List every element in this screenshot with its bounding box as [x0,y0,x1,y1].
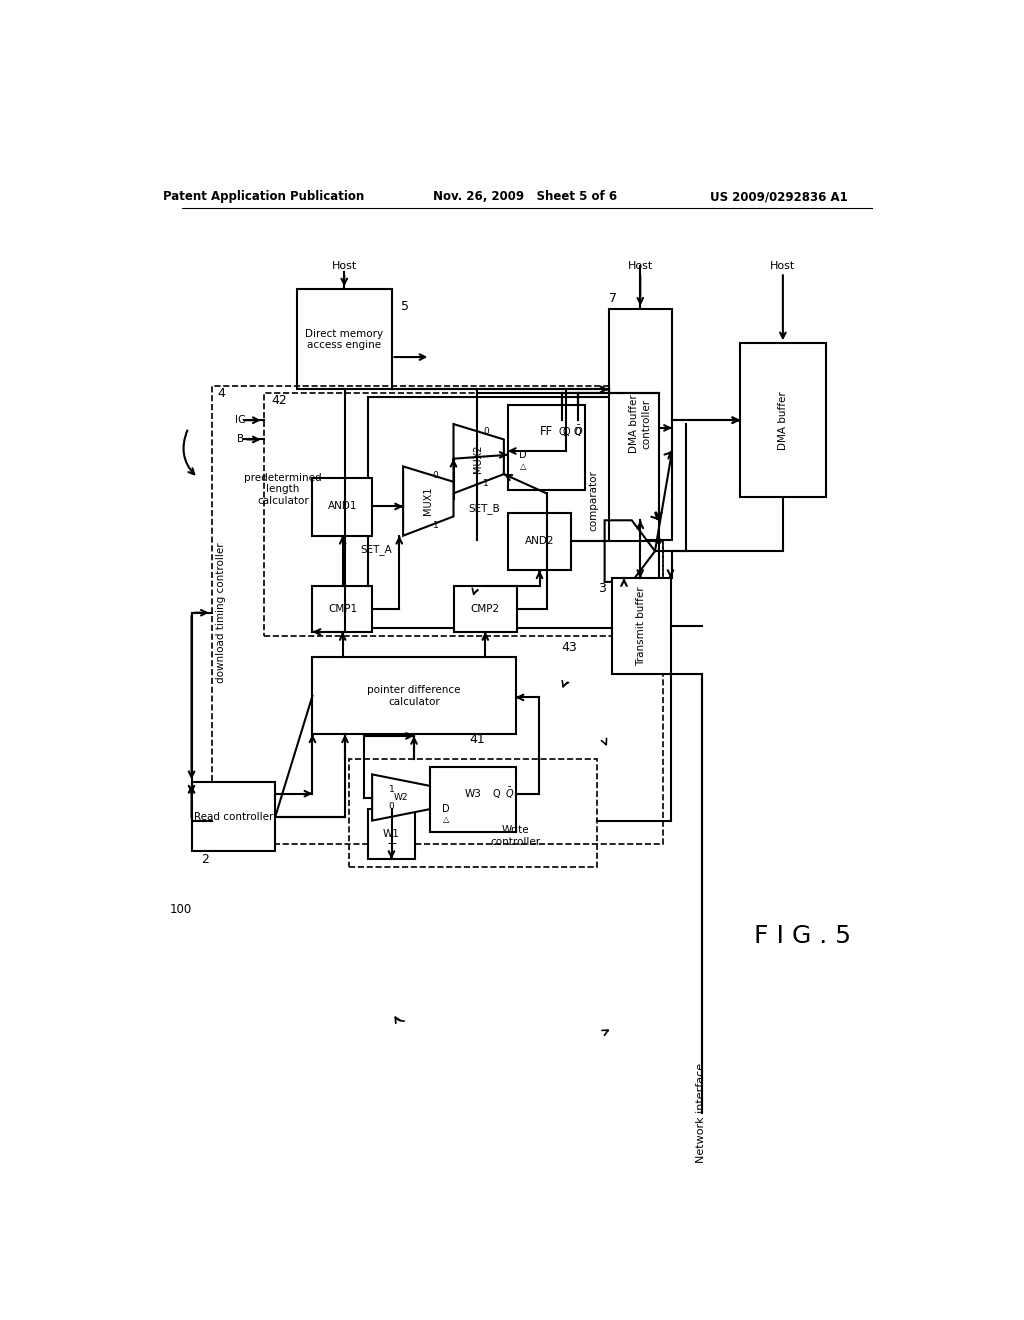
Text: 7: 7 [608,292,616,305]
Text: comparator: comparator [588,471,598,532]
Text: Q: Q [558,426,566,437]
Bar [349,759,597,867]
Text: 0: 0 [483,428,488,436]
Text: 1: 1 [389,785,394,795]
Text: AND1: AND1 [328,502,357,511]
Text: 100: 100 [170,903,191,916]
Text: Q̅: Q̅ [573,426,582,437]
Text: 1: 1 [483,479,488,488]
Bar [312,586,372,632]
Text: 2: 2 [202,853,210,866]
Text: Host: Host [770,261,796,271]
Polygon shape [454,424,504,494]
Text: $\bar{Q}$: $\bar{Q}$ [574,424,584,440]
Bar [263,393,663,636]
Bar [430,767,515,832]
Text: MUX1: MUX1 [423,487,433,515]
Text: Network interface: Network interface [696,1063,707,1163]
Bar [312,478,372,536]
Text: AND2: AND2 [524,536,554,546]
Polygon shape [372,775,430,821]
Bar [312,657,515,734]
Text: 41: 41 [469,733,484,746]
Text: Host: Host [628,261,653,271]
Text: 3: 3 [598,582,606,594]
Text: Transmit buffer: Transmit buffer [636,586,646,665]
Text: 0: 0 [433,471,438,480]
Text: 0: 0 [389,803,394,812]
Text: $\bar{Q}$: $\bar{Q}$ [505,787,514,801]
Text: 1: 1 [433,521,438,531]
Text: CMP2: CMP2 [471,603,500,614]
Text: Direct memory
access engine: Direct memory access engine [305,329,383,350]
Text: pointer difference
calculator: pointer difference calculator [368,685,461,706]
Text: B: B [237,434,244,445]
Text: DMA buffer: DMA buffer [778,391,787,450]
Polygon shape [604,520,655,582]
Circle shape [656,539,662,544]
Text: +: + [386,837,397,850]
Text: Q: Q [493,788,500,799]
Text: W1: W1 [383,829,400,838]
Text: IG: IG [234,416,246,425]
Text: CMP1: CMP1 [328,603,357,614]
Bar [508,512,571,570]
Text: SET_A: SET_A [360,544,392,554]
Text: △: △ [442,814,449,824]
Text: 42: 42 [271,395,287,408]
Bar [508,405,586,490]
Bar [454,586,517,632]
Text: Write
controller: Write controller [490,825,541,847]
Bar [608,309,672,540]
Text: Read controller: Read controller [194,812,273,822]
Text: SET_B: SET_B [469,503,501,515]
Text: 43: 43 [562,640,578,653]
Text: △: △ [520,462,526,471]
Bar [191,781,275,851]
Text: Host: Host [332,261,356,271]
Text: Patent Application Publication: Patent Application Publication [163,190,365,203]
Bar [369,809,415,859]
Text: MUX2: MUX2 [473,445,483,473]
Text: W3: W3 [465,788,481,799]
Bar [740,343,825,498]
Text: Nov. 26, 2009   Sheet 5 of 6: Nov. 26, 2009 Sheet 5 of 6 [433,190,616,203]
Polygon shape [403,466,454,536]
Text: D: D [519,450,527,459]
Text: download timing controller: download timing controller [216,543,226,682]
Text: 5: 5 [401,300,410,313]
Text: F I G . 5: F I G . 5 [754,924,851,948]
Text: US 2009/0292836 A1: US 2009/0292836 A1 [710,190,848,203]
Text: 4: 4 [217,387,225,400]
Bar [297,289,391,389]
Text: DMA buffer
controller: DMA buffer controller [630,395,651,454]
Text: FF: FF [540,425,553,438]
Bar [612,578,671,675]
Bar [369,397,658,628]
Bar [212,385,663,843]
Text: predetermined
length
calculator: predetermined length calculator [244,473,322,506]
Text: W2: W2 [393,793,408,803]
Text: Q: Q [563,426,570,437]
Text: D: D [442,804,450,814]
